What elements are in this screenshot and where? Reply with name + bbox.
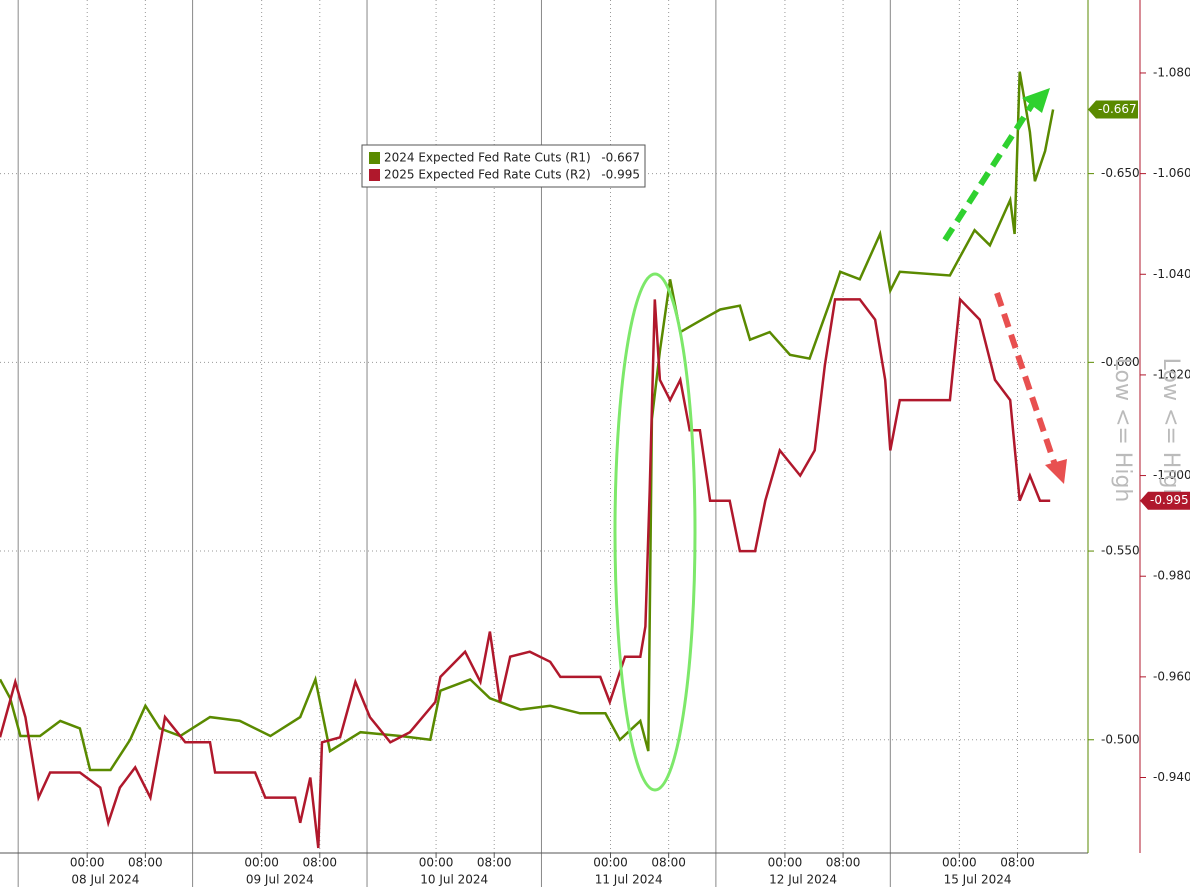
x-day-label: 15 Jul 2024 [944,873,1012,887]
y2-tick-label: -1.040 [1153,267,1190,281]
last-value-label: -0.667 [1098,102,1137,116]
legend-label: 2024 Expected Fed Rate Cuts (R1) [384,151,591,165]
x-day-label: 08 Jul 2024 [71,873,139,887]
y-tick-label: -0.550 [1101,544,1140,558]
series-line [0,296,1051,849]
legend-box [361,144,646,188]
x-tick-label: 00:00 [419,856,454,870]
last-value-label: -0.995 [1150,493,1189,507]
x-day-label: 11 Jul 2024 [595,873,663,887]
x-tick-label: 00:00 [244,856,279,870]
x-tick-label: 08:00 [826,856,861,870]
x-day-label: 09 Jul 2024 [246,873,314,887]
y-axis-title: Low <= High [1110,358,1135,503]
highlight-ellipse [613,272,697,792]
y2-tick-label: -0.960 [1153,669,1190,683]
x-tick-label: 08:00 [1000,856,1035,870]
legend: 2024 Expected Fed Rate Cuts (R1) -0.667 20… [361,144,646,188]
x-tick-label: 08:00 [128,856,163,870]
series-line [0,71,1055,772]
down-arrow-head [1045,459,1067,484]
y-tick-label: -0.600 [1101,355,1140,369]
x-tick-label: 08:00 [302,856,337,870]
plot [0,71,1055,849]
y2-tick-label: -0.940 [1153,770,1190,784]
x-tick-label: 00:00 [70,856,105,870]
legend-swatch [369,152,380,164]
grid [0,0,1088,887]
x-tick-label: 00:00 [768,856,803,870]
x-tick-label: 00:00 [593,856,628,870]
legend-swatch [369,169,380,181]
x-tick-label: 00:00 [942,856,977,870]
y-tick-label: -0.650 [1101,166,1140,180]
last-value-tag [1140,491,1190,510]
x-day-label: 12 Jul 2024 [769,873,837,887]
down-arrow [994,292,1058,466]
y2-tick-label: -1.020 [1153,367,1190,381]
y2-tick-label: -1.000 [1153,468,1190,482]
legend-label: 2025 Expected Fed Rate Cuts (R2) [384,168,591,182]
y2-axis-title: Low <= High [1158,358,1183,503]
legend-value: -0.995 [601,168,640,182]
x-tick-label: 08:00 [477,856,512,870]
y2-tick-label: -1.060 [1153,166,1190,180]
up-arrow [942,98,1038,242]
legend-value: -0.667 [601,151,640,165]
x-day-label: 10 Jul 2024 [420,873,488,887]
y-tick-label: -0.500 [1101,732,1140,746]
y2-tick-label: -0.980 [1153,569,1190,583]
up-arrow-head [1022,88,1050,113]
annotations [613,88,1067,792]
y2-tick-label: -1.080 [1153,65,1190,79]
x-tick-label: 08:00 [651,856,686,870]
last-value-tag [1088,100,1138,119]
